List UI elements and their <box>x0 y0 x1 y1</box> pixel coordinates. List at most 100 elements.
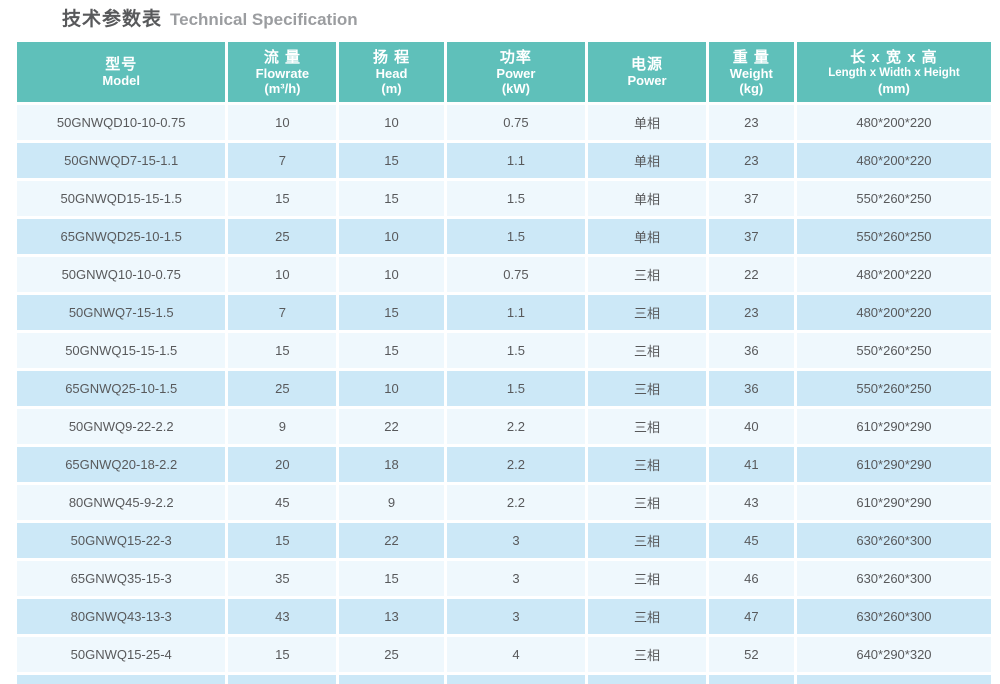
cell-supply: 三相 <box>588 409 706 444</box>
cell-weight: 52 <box>708 637 794 672</box>
cell-power: 1.5 <box>446 371 586 406</box>
cell-model: 50GNWQ10-10-0.75 <box>17 257 226 292</box>
cell-power: 3 <box>446 523 586 558</box>
cell-weight: 43 <box>708 485 794 520</box>
table-row: 80GNWQ43-13-3 43 13 3 三相 47 630*260*300 <box>17 599 991 634</box>
table-row: 80GNWQ45-9-2.2 45 9 2.2 三相 43 610*290*290 <box>17 485 991 520</box>
cell-head <box>339 675 444 684</box>
column-unit: (mm) <box>878 80 910 96</box>
header-row: 型号 Model 流 量 Flowrate (m³/h) 扬 程 Head (m) 功率 Powe… <box>17 42 991 102</box>
cell-supply: 三相 <box>588 371 706 406</box>
cell-dimensions: 630*260*300 <box>796 523 991 558</box>
cell-weight: 45 <box>708 523 794 558</box>
column-header-dimensions: 长 x 宽 x 高 Length x Width x Height (mm) <box>796 42 991 102</box>
cell-dimensions: 610*290*290 <box>796 409 991 444</box>
cell-supply: 三相 <box>588 523 706 558</box>
cell-weight: 23 <box>708 143 794 178</box>
cell-dimensions: 480*200*220 <box>796 143 991 178</box>
cell-power: 3 <box>446 599 586 634</box>
spec-table-body: 50GNWQD10-10-0.75 10 10 0.75 单相 23 480*200*220… <box>17 105 991 684</box>
table-row: 65GNWQ35-15-3 35 15 3 三相 46 630*260*300 <box>17 561 991 596</box>
cell-head: 15 <box>339 143 444 178</box>
cell-model: 50GNWQ9-22-2.2 <box>17 409 226 444</box>
column-label-en: Head <box>375 65 408 81</box>
cell-supply: 三相 <box>588 561 706 596</box>
cell-weight: 37 <box>708 219 794 254</box>
cell-weight: 37 <box>708 181 794 216</box>
cell-supply: 三相 <box>588 485 706 520</box>
cell-dimensions: 550*260*250 <box>796 371 991 406</box>
column-label-zh: 长 x 宽 x 高 <box>850 48 938 66</box>
cell-head: 15 <box>339 333 444 368</box>
cell-power: 0.75 <box>446 105 586 140</box>
cell-power: 1.5 <box>446 181 586 216</box>
cell-model: 65GNWQD25-10-1.5 <box>17 219 226 254</box>
cell-head: 10 <box>339 219 444 254</box>
table-row: 65GNWQ20-18-2.2 20 18 2.2 三相 41 610*290*290 <box>17 447 991 482</box>
cell-flowrate <box>228 675 337 684</box>
cell-power: 2.2 <box>446 409 586 444</box>
table-row: 65GNWQ25-10-1.5 25 10 1.5 三相 36 550*260*250 <box>17 371 991 406</box>
column-label-en: Flowrate <box>255 65 310 81</box>
cell-head: 10 <box>339 371 444 406</box>
table-row <box>17 675 991 684</box>
cell-supply <box>588 675 706 684</box>
cell-model: 50GNWQD15-15-1.5 <box>17 181 226 216</box>
cell-flowrate: 25 <box>228 371 337 406</box>
cell-head: 22 <box>339 523 444 558</box>
cell-weight: 23 <box>708 295 794 330</box>
cell-supply: 单相 <box>588 181 706 216</box>
cell-dimensions: 550*260*250 <box>796 181 991 216</box>
column-unit: (kg) <box>739 80 764 96</box>
column-unit: (kW) <box>501 80 531 96</box>
cell-model: 50GNWQ15-25-4 <box>17 637 226 672</box>
cell-dimensions: 610*290*290 <box>796 447 991 482</box>
table-row: 50GNWQD7-15-1.1 7 15 1.1 单相 23 480*200*220 <box>17 143 991 178</box>
column-header-flowrate: 流 量 Flowrate (m³/h) <box>228 42 337 102</box>
column-label-en: Length x Width x Height <box>828 66 960 79</box>
cell-dimensions: 480*200*220 <box>796 295 991 330</box>
cell-weight: 23 <box>708 105 794 140</box>
cell-supply: 三相 <box>588 637 706 672</box>
cell-head: 15 <box>339 295 444 330</box>
cell-weight: 40 <box>708 409 794 444</box>
page-title-zh: 技术参数表 <box>62 9 163 30</box>
cell-flowrate: 15 <box>228 333 337 368</box>
cell-weight: 46 <box>708 561 794 596</box>
cell-weight: 36 <box>708 333 794 368</box>
column-label-zh: 扬 程 <box>372 48 411 66</box>
cell-power: 4 <box>446 637 586 672</box>
cell-power: 2.2 <box>446 447 586 482</box>
cell-model: 50GNWQ7-15-1.5 <box>17 295 226 330</box>
cell-flowrate: 20 <box>228 447 337 482</box>
cell-head: 9 <box>339 485 444 520</box>
cell-head: 10 <box>339 105 444 140</box>
column-header-weight: 重 量 Weight (kg) <box>708 42 794 102</box>
cell-dimensions <box>796 675 991 684</box>
cell-flowrate: 45 <box>228 485 337 520</box>
cell-power: 1.1 <box>446 143 586 178</box>
cell-flowrate: 10 <box>228 105 337 140</box>
cell-model: 65GNWQ35-15-3 <box>17 561 226 596</box>
cell-flowrate: 35 <box>228 561 337 596</box>
cell-power: 1.5 <box>446 333 586 368</box>
cell-dimensions: 640*290*320 <box>796 637 991 672</box>
cell-weight: 36 <box>708 371 794 406</box>
cell-supply: 三相 <box>588 333 706 368</box>
table-row: 50GNWQ7-15-1.5 7 15 1.1 三相 23 480*200*220 <box>17 295 991 330</box>
cell-supply: 单相 <box>588 105 706 140</box>
cell-weight <box>708 675 794 684</box>
cell-supply: 三相 <box>588 599 706 634</box>
cell-head: 13 <box>339 599 444 634</box>
column-header-power: 功率 Power (kW) <box>446 42 586 102</box>
table-row: 50GNWQ15-25-4 15 25 4 三相 52 640*290*320 <box>17 637 991 672</box>
cell-model: 65GNWQ25-10-1.5 <box>17 371 226 406</box>
cell-power: 1.5 <box>446 219 586 254</box>
cell-flowrate: 43 <box>228 599 337 634</box>
cell-model: 50GNWQ15-15-1.5 <box>17 333 226 368</box>
page-title-en: Technical Specification <box>170 10 358 29</box>
cell-head: 25 <box>339 637 444 672</box>
cell-flowrate: 7 <box>228 295 337 330</box>
column-label-zh: 电源 <box>631 56 664 73</box>
